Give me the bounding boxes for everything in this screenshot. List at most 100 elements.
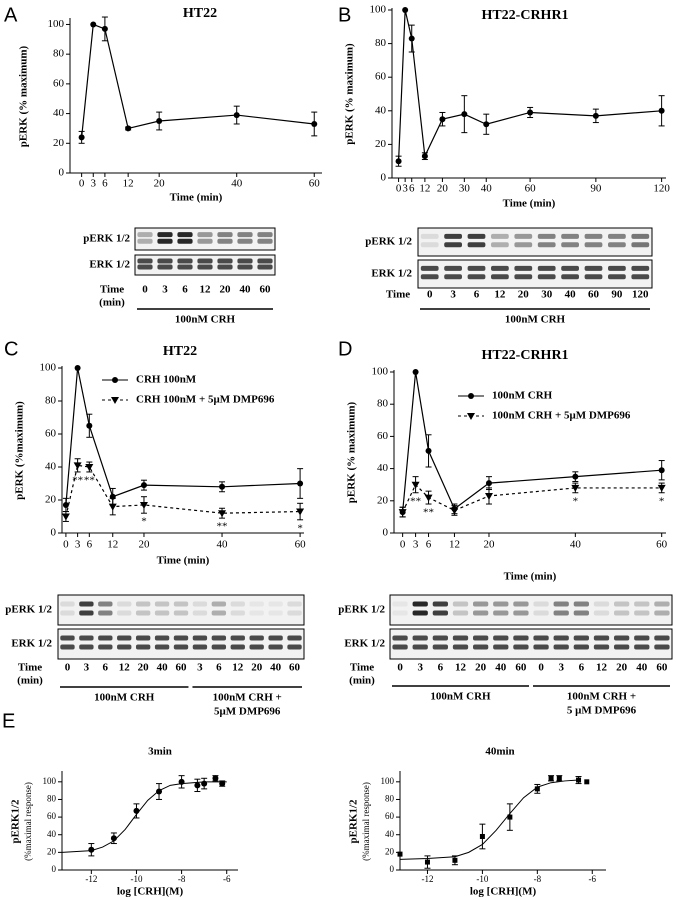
blot-band [60,610,75,616]
blot-band [634,644,650,650]
group-label: 100nM CRH [94,692,155,704]
marker [424,859,430,865]
lane-label: 90 [611,289,623,301]
y-axis-label: pERK1/2 [348,799,360,844]
significance: ** [72,474,83,486]
legend-marker [111,397,119,404]
marker [461,111,468,118]
blot-band [137,238,153,244]
legend-label: CRH 100nM [136,374,197,386]
blot-band [412,635,428,641]
blot-band [593,601,610,607]
blot-band [491,274,509,280]
blot-row [57,594,305,626]
y-axis-label: pERK (% maximum) [18,45,30,147]
marker [219,483,226,490]
blot-band [537,242,556,248]
lane-label: 12 [494,289,506,301]
blot-band [561,233,579,239]
marker [556,775,562,781]
blot-row-label: pERK 1/2 [83,233,130,245]
blot-band [135,644,151,650]
blot-band [249,644,264,650]
x-axis-label: Time (min) [157,555,210,567]
blot-band [392,601,408,607]
x-tick-label: 40 [217,539,229,551]
blot-band [593,610,610,616]
legend-marker [468,393,474,399]
fit-curve [399,779,579,860]
y-axis-label: pERK (%maximum) [14,401,26,500]
legend-label: CRH 100nM + 5μM DMP696 [136,394,275,406]
marker [90,21,97,28]
blot-band [60,635,75,641]
marker [108,503,117,511]
blot-band [154,635,170,641]
marker [218,510,227,518]
marker [156,118,163,125]
y-tick-label: 40 [47,829,57,839]
blot-band [513,635,529,641]
x-tick-label: 3 [91,178,97,190]
blot-band [537,265,556,271]
x-axis-label: Time (min) [504,571,557,583]
blot-time-label: Time [18,662,42,674]
blot-band [631,265,650,271]
blot-band [573,601,590,607]
significance: ** [423,507,434,519]
marker [133,807,140,814]
y-axis-label: pERK1/2 [10,799,22,844]
x-tick-label: 0 [400,539,406,551]
legend-marker [112,377,118,383]
blot-band [135,610,151,616]
blot-band [257,238,273,244]
y-tick-label: 100 [48,18,65,30]
blot-band [444,233,462,239]
blot-band [493,601,509,607]
blot-band [432,644,449,650]
y-tick-label: 100 [372,366,389,378]
x-tick-label: 0 [63,539,69,551]
blot-band [634,601,650,607]
blot-band [257,232,273,238]
legend-label: 100nM CRH [492,390,553,402]
blot-band [257,264,273,270]
blot-band [268,601,283,607]
lane-label: 60 [515,662,527,674]
significance: * [573,495,579,507]
x-tick-label: 60 [309,178,321,190]
blot-row-label: pERK 1/2 [338,604,385,616]
y-tick-label: 40 [53,107,65,119]
lane-label: 40 [270,662,282,674]
blot-band [452,601,469,607]
x-tick-label: 120 [653,183,670,195]
y-tick-label: 60 [47,811,57,821]
blot-band [533,610,549,616]
marker [658,107,665,114]
marker [296,508,305,516]
blot-row-label: pERK 1/2 [5,604,52,616]
blot-band [467,242,486,248]
lane-label: 60 [289,662,301,674]
marker [411,481,420,489]
chart-title: 3min [148,746,172,758]
y-tick-label: 0 [59,167,65,179]
blot-band [553,644,569,650]
blot-band [79,610,94,616]
x-tick-label: 40 [231,178,243,190]
blot-band [493,635,509,641]
marker [412,369,419,375]
lane-label: 3 [84,662,90,674]
blot-band [491,265,509,271]
blot-band [514,242,533,248]
lane-label: 12 [596,662,608,674]
blot-band [513,644,529,650]
lane-label: 3 [197,662,203,674]
blot-band [257,258,273,264]
marker [657,484,666,492]
blot-row-label: ERK 1/2 [371,268,412,280]
group-label: 5μM DMP696 [214,706,281,718]
y-axis-label: pERK (% maximum) [344,43,356,145]
blot-band [117,601,132,607]
blot-band [287,610,302,616]
